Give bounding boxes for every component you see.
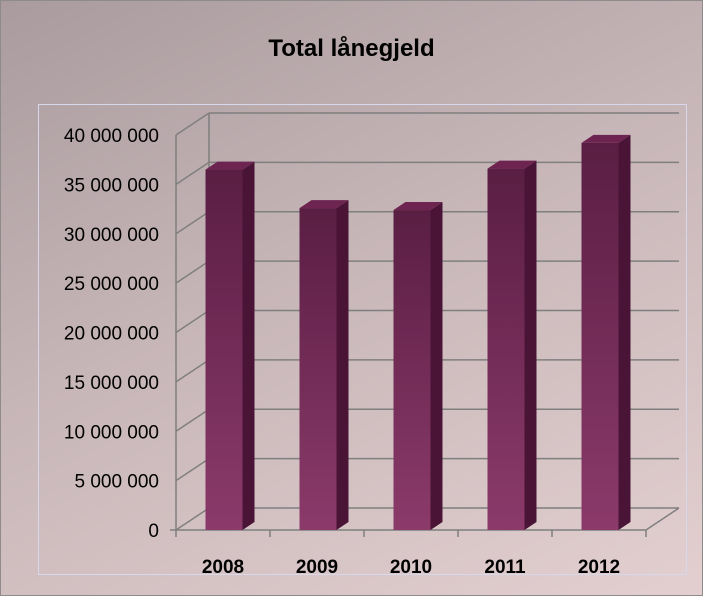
gridline-side bbox=[175, 161, 210, 185]
y-tick-label: 15 000 000 bbox=[64, 373, 159, 394]
y-tick-label: 35 000 000 bbox=[64, 175, 159, 196]
gridline-side bbox=[175, 112, 210, 136]
bar-side bbox=[524, 160, 537, 530]
y-tick-label: 20 000 000 bbox=[64, 324, 159, 345]
bar-top bbox=[393, 202, 443, 211]
bar-front bbox=[487, 168, 525, 530]
bar-side bbox=[618, 134, 631, 530]
bar-top bbox=[581, 134, 631, 143]
bar-top bbox=[299, 200, 349, 209]
gridline-side bbox=[175, 309, 210, 334]
gridline-side bbox=[175, 359, 210, 383]
gridline-side bbox=[175, 507, 210, 531]
bar-front bbox=[393, 210, 431, 531]
bar-top bbox=[487, 160, 537, 169]
gridline-side bbox=[175, 260, 210, 284]
chart-title: Total lånegjeld bbox=[268, 35, 435, 62]
x-tick-label: 2010 bbox=[390, 557, 432, 578]
y-tick-label: 30 000 000 bbox=[64, 225, 159, 246]
gridline-side bbox=[175, 458, 210, 482]
bar-2012 bbox=[581, 134, 631, 530]
y-tick-label: 5 000 000 bbox=[74, 472, 159, 493]
x-tick-label: 2012 bbox=[578, 557, 620, 578]
bar-2008 bbox=[205, 161, 255, 530]
x-tick-label: 2009 bbox=[296, 557, 338, 578]
bar-side bbox=[242, 161, 255, 530]
bars bbox=[205, 134, 631, 531]
gridline-side bbox=[175, 211, 210, 235]
y-tick-label: 40 000 000 bbox=[64, 126, 159, 147]
bar-front bbox=[581, 142, 619, 530]
bar-side bbox=[336, 200, 349, 530]
bar-side bbox=[430, 202, 443, 531]
gridline-side bbox=[175, 408, 210, 432]
x-tick-label: 2008 bbox=[202, 557, 244, 578]
bar-2011 bbox=[487, 160, 537, 530]
bar-front bbox=[299, 208, 337, 530]
labels: 0 5 000 000 10 000 000 15 000 000 20 000 000… bbox=[64, 126, 620, 578]
x-tick-label: 2011 bbox=[484, 557, 526, 578]
y-tick-label: 10 000 000 bbox=[64, 422, 159, 443]
bar-2009 bbox=[299, 200, 349, 530]
bar-2010 bbox=[393, 202, 443, 531]
bar-top bbox=[205, 161, 255, 170]
bar-front bbox=[205, 169, 243, 530]
y-tick-label: 0 bbox=[148, 521, 159, 542]
plot-area-frame bbox=[38, 104, 687, 575]
y-tick-label: 25 000 000 bbox=[64, 274, 159, 295]
